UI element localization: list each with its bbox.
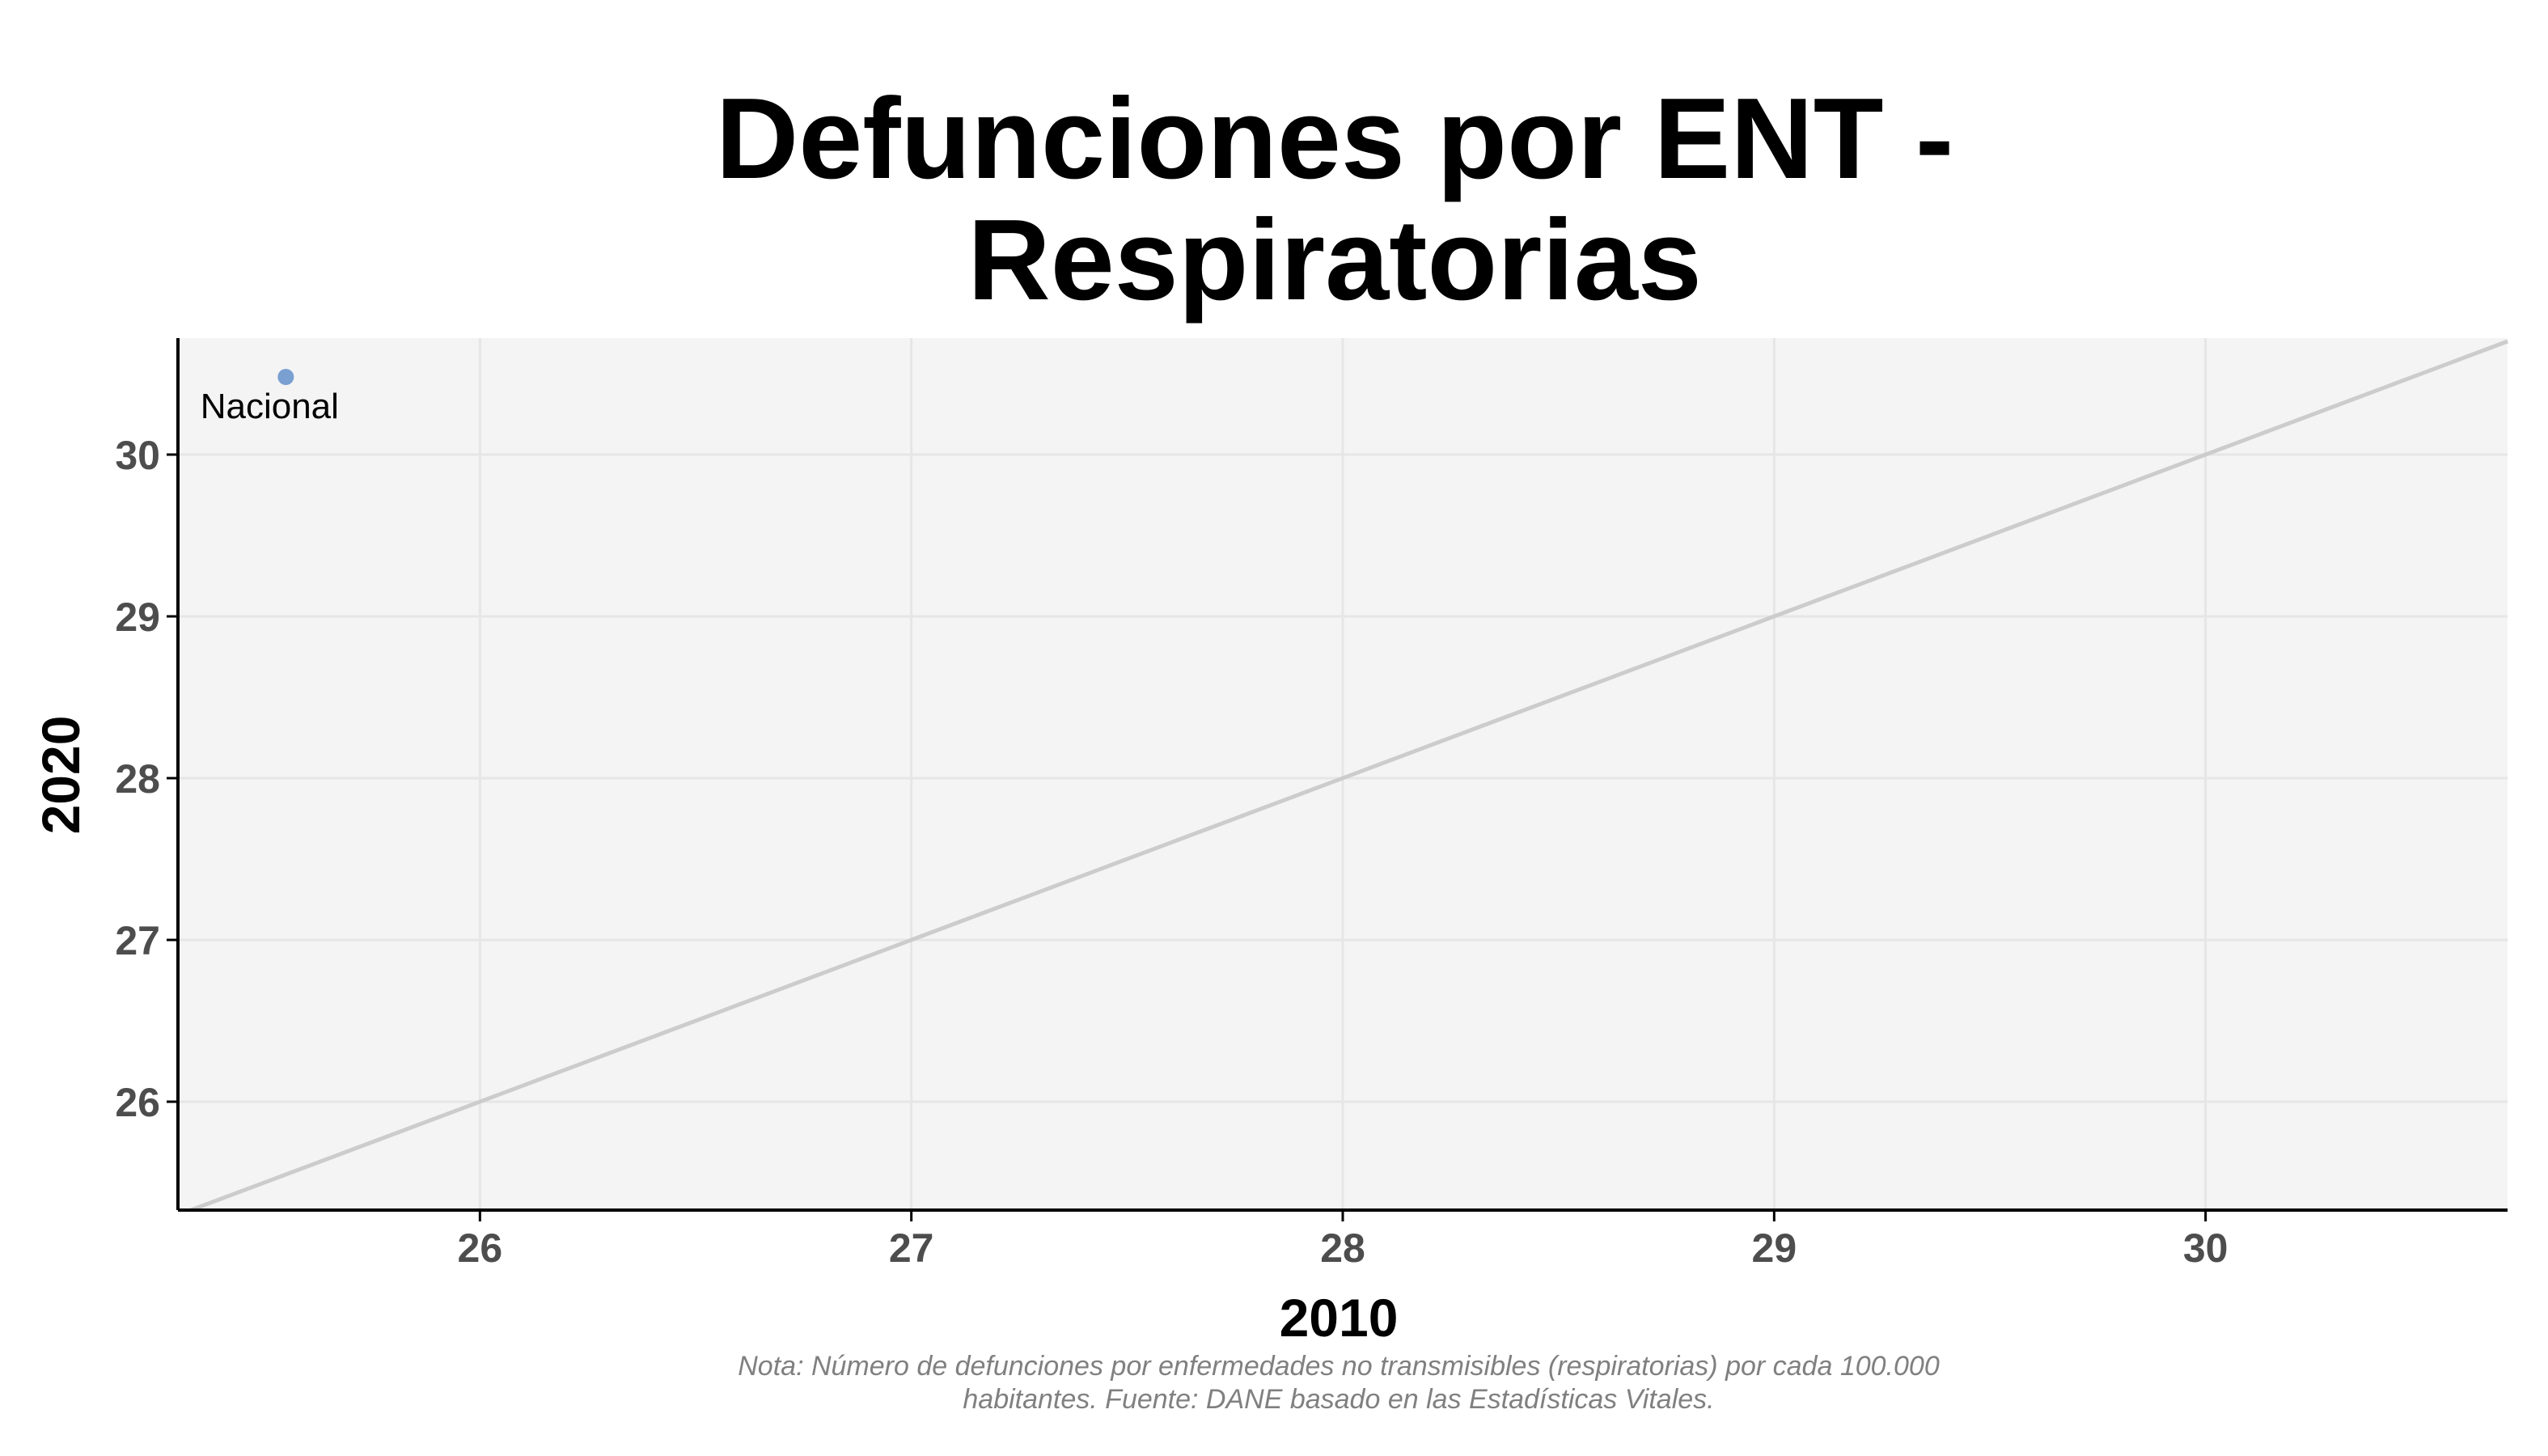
axes [167, 338, 2508, 1221]
x-axis-title: 2010 [1280, 1288, 1399, 1348]
point-label-0: Nacional [201, 387, 339, 426]
identity-reference-line [190, 339, 2508, 1213]
data-point-0 [277, 369, 294, 385]
y-tick-label-29: 29 [115, 595, 160, 640]
x-tick-label-30: 30 [2183, 1225, 2228, 1271]
chart-title-line-1: Defunciones por ENT - [716, 74, 1954, 203]
x-tick-label-27: 27 [889, 1225, 934, 1271]
x-tick-label-26: 26 [458, 1225, 503, 1271]
x-tick-label-28: 28 [1320, 1225, 1365, 1271]
caption-line-2: habitantes. Fuente: DANE basado en las E… [963, 1384, 1714, 1415]
y-tick-label-27: 27 [115, 918, 160, 963]
reference-line-layer [190, 339, 2508, 1213]
tick-labels: 26 27 28 29 30 26 27 28 29 30 [115, 433, 2228, 1271]
chart-title-line-2: Respiratorias [967, 196, 1702, 324]
y-tick-label-28: 28 [115, 756, 160, 802]
x-tick-label-29: 29 [1752, 1225, 1797, 1271]
caption-line-1: Nota: Número de defunciones por enfermed… [738, 1351, 1940, 1382]
y-tick-label-26: 26 [115, 1080, 160, 1125]
y-axis-title: 2020 [31, 716, 91, 835]
grid-lines [178, 338, 2508, 1210]
y-tick-label-30: 30 [115, 433, 160, 478]
data-points: Nacional [201, 369, 339, 426]
